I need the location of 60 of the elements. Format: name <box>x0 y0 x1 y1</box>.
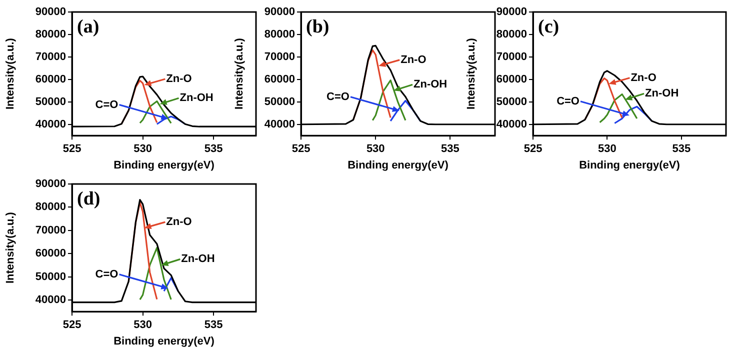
y-tick-label: 50000 <box>264 96 295 108</box>
y-tick-label: 40000 <box>35 118 66 130</box>
y-tick-label: 40000 <box>496 118 527 130</box>
x-tick-label: 530 <box>134 319 152 332</box>
y-tick-label: 70000 <box>496 50 527 63</box>
annotation: Zn-O <box>166 216 192 228</box>
x-axis-title: Binding energy(eV) <box>114 335 215 348</box>
y-tick-label: 90000 <box>496 6 527 18</box>
y-tick-label: 40000 <box>35 294 66 306</box>
y-tick-label: 70000 <box>35 224 66 236</box>
annotation: C=O <box>95 98 119 111</box>
annotation: Zn-OH <box>180 92 214 104</box>
x-tick-label: 530 <box>134 143 152 156</box>
y-tick-label: 90000 <box>35 6 66 18</box>
y-tick-label: 80000 <box>35 201 66 214</box>
chart-title: (d) <box>77 188 100 210</box>
x-tick-label: 525 <box>62 319 82 332</box>
y-tick-label: 80000 <box>496 28 527 41</box>
y-tick-label: 50000 <box>35 96 66 108</box>
x-tick-label: 535 <box>204 143 223 156</box>
annotation: Zn-O <box>400 54 427 66</box>
y-tick-label: 90000 <box>264 6 295 18</box>
annotation: Zn-O <box>166 73 192 86</box>
y-tick-label: 40000 <box>264 118 295 130</box>
annotation: Zn-OH <box>181 253 215 266</box>
annotation: Zn-OH <box>645 88 679 100</box>
y-tick-label: 60000 <box>264 73 295 86</box>
y-tick-label: 60000 <box>35 248 66 260</box>
y-tick-label: 70000 <box>35 50 66 63</box>
x-tick-label: 530 <box>366 143 385 156</box>
y-tick-label: 80000 <box>35 28 66 41</box>
y-tick-label: 50000 <box>496 96 527 108</box>
x-axis-title: Binding energy(eV) <box>348 159 449 172</box>
x-axis-title: Binding energy(eV) <box>114 159 215 172</box>
y-tick-label: 70000 <box>264 50 295 63</box>
y-tick-label: 60000 <box>496 73 527 86</box>
annotation: Zn-O <box>630 72 657 84</box>
x-axis-title: Binding energy(eV) <box>579 159 680 172</box>
y-axis-title: Intensity(a.u.) <box>466 38 478 110</box>
y-axis-title: Intensity(a.u.) <box>234 38 246 110</box>
annotation: Zn-OH <box>414 78 448 91</box>
y-axis-title: Intensity(a.u.) <box>4 38 17 110</box>
annotation: C=O <box>95 268 119 280</box>
chart-title: (c) <box>538 16 560 38</box>
chart-title: (b) <box>306 16 330 38</box>
chart-title: (a) <box>77 16 100 38</box>
x-tick-label: 525 <box>524 143 542 156</box>
x-tick-label: 535 <box>441 143 460 156</box>
annotation: C=O <box>556 95 580 108</box>
y-tick-label: 80000 <box>264 28 295 41</box>
x-tick-label: 525 <box>292 143 310 156</box>
x-tick-label: 525 <box>62 143 82 156</box>
annotation: C=O <box>326 90 350 103</box>
y-tick-label: 90000 <box>35 178 66 190</box>
x-tick-label: 535 <box>672 143 691 156</box>
y-tick-label: 60000 <box>35 73 66 86</box>
y-axis-title: Intensity(a.u.) <box>4 212 17 284</box>
y-tick-label: 50000 <box>35 270 66 283</box>
x-tick-label: 535 <box>204 319 223 332</box>
x-tick-label: 530 <box>598 143 616 156</box>
